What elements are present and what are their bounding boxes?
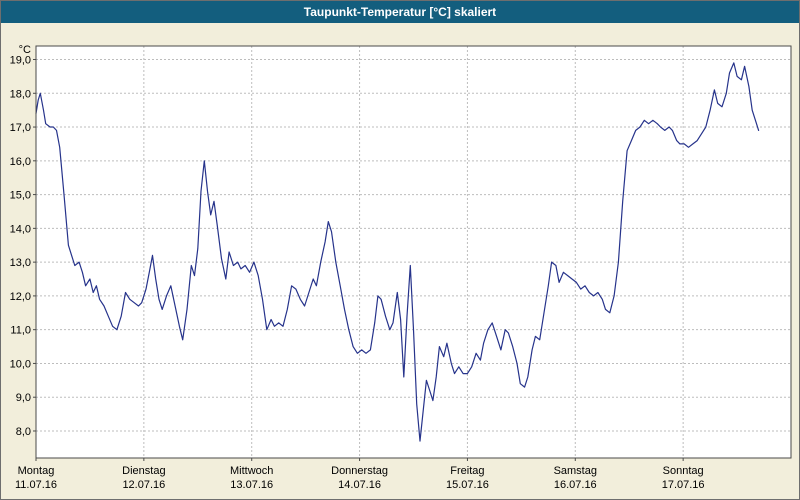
x-tick-date-label: 14.07.16 xyxy=(338,479,381,491)
x-tick-weekday-label: Sonntag xyxy=(663,465,704,477)
y-tick-label: 11,0 xyxy=(10,325,31,337)
y-tick-label: 13,0 xyxy=(10,257,31,269)
y-tick-label: 18,0 xyxy=(10,88,31,100)
y-tick-label: 17,0 xyxy=(10,122,31,134)
y-tick-label: 8,0 xyxy=(16,426,31,438)
y-tick-label: 12,0 xyxy=(10,291,31,303)
x-tick-weekday-label: Montag xyxy=(18,465,55,477)
x-tick-date-label: 11.07.16 xyxy=(15,479,57,491)
chart-area: 8,0 9,0 10,0 11,0 12,0 13,0 14,0 15,0 16,0 17,0 18… xyxy=(1,23,799,499)
x-tick-weekday-label: Samstag xyxy=(554,465,597,477)
window-title: Taupunkt-Temperatur [°C] skaliert xyxy=(303,5,497,19)
plot-area xyxy=(36,46,791,458)
x-tick-date-label: 17.07.16 xyxy=(662,479,705,491)
x-tick-date-label: 13.07.16 xyxy=(230,479,273,491)
x-tick-weekday-label: Mittwoch xyxy=(230,465,273,477)
y-tick-label: 19,0 xyxy=(10,55,31,67)
plot-border xyxy=(35,45,792,459)
y-tick-label: 15,0 xyxy=(10,190,31,202)
title-bar: Taupunkt-Temperatur [°C] skaliert xyxy=(1,1,799,23)
y-tick-label: 9,0 xyxy=(16,392,31,404)
y-tick-label: 10,0 xyxy=(10,358,31,370)
x-tick-weekday-label: Dienstag xyxy=(122,465,165,477)
x-tick-date-label: 15.07.16 xyxy=(446,479,489,491)
y-tick-label: 14,0 xyxy=(10,223,31,235)
series-line-taupunkt xyxy=(35,62,760,442)
dewpoint-chart: 8,0 9,0 10,0 11,0 12,0 13,0 14,0 15,0 16,0 17,0 18… xyxy=(10,44,792,491)
x-tick-weekday-label: Freitag xyxy=(450,465,484,477)
x-tick-date-label: 16.07.16 xyxy=(554,479,597,491)
y-axis-unit-label: °C xyxy=(19,44,31,56)
x-tick-weekday-label: Donnerstag xyxy=(331,465,388,477)
x-tick-date-label: 12.07.16 xyxy=(122,479,165,491)
y-tick-label: 16,0 xyxy=(10,156,31,168)
